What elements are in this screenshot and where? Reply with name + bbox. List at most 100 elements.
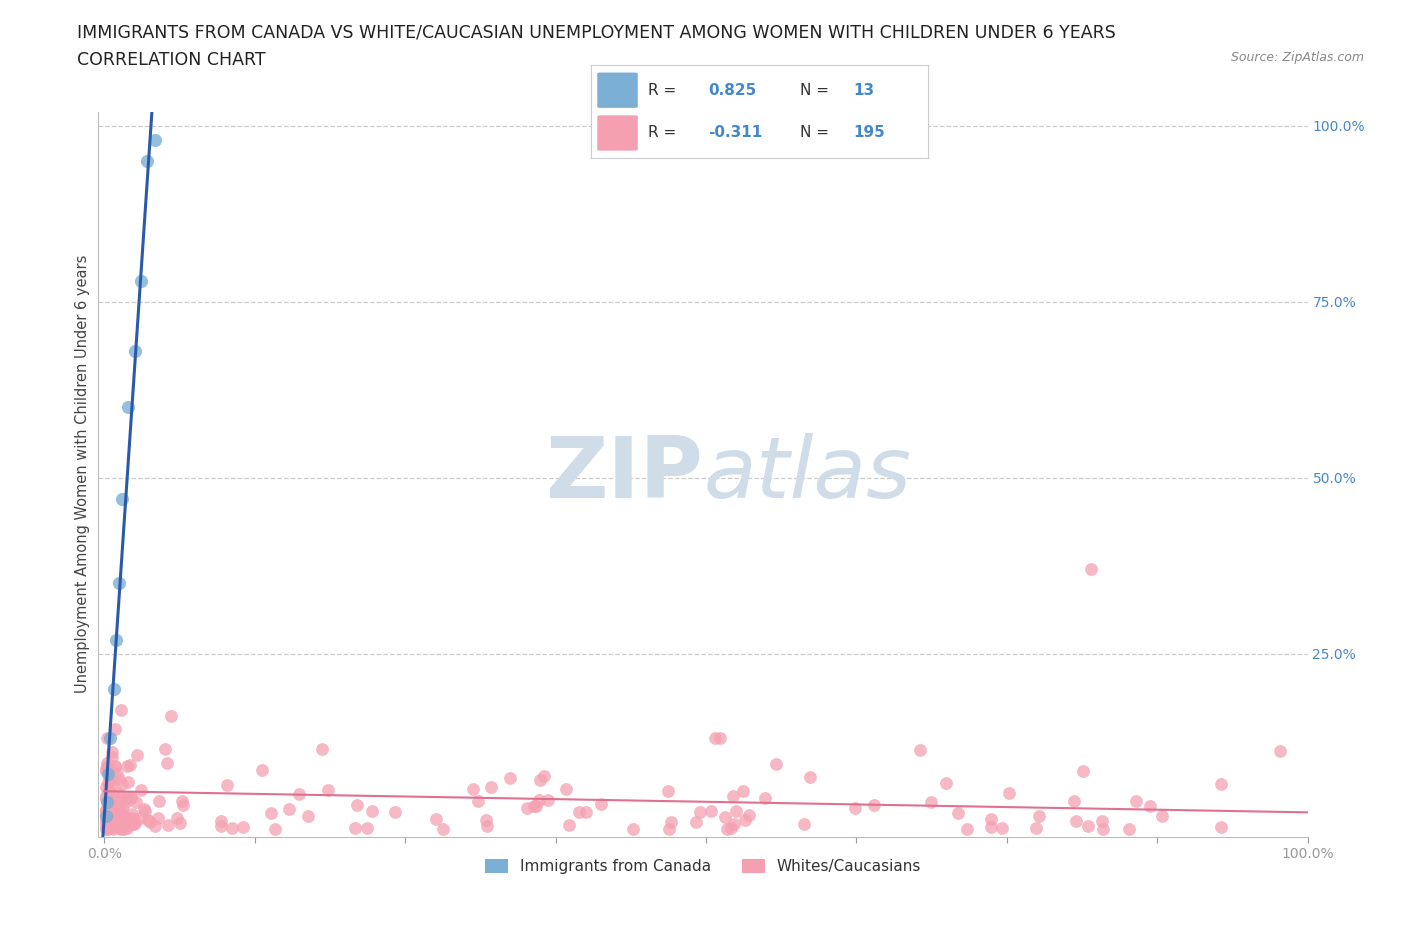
Point (1139, 798, 1161, 813)
Point (1125, 793, 1147, 808)
Point (209, 814, 232, 829)
Point (844, 801, 866, 816)
Point (536, 792, 558, 807)
Point (232, 819, 254, 834)
Point (524, 799, 547, 814)
Point (97, 776, 120, 790)
Point (100, 731, 122, 746)
Text: R =: R = (648, 126, 681, 140)
Point (499, 771, 522, 786)
Text: 13: 13 (853, 83, 875, 98)
Point (108, 794, 131, 809)
Point (96, 794, 118, 809)
Point (110, 816, 132, 830)
Text: atlas: atlas (703, 432, 911, 516)
Point (148, 794, 170, 809)
Point (863, 798, 886, 813)
Point (120, 758, 142, 773)
Point (156, 817, 179, 832)
Point (110, 803, 132, 817)
Point (515, 801, 537, 816)
Point (143, 818, 166, 833)
Point (948, 805, 970, 820)
Point (1080, 562, 1102, 577)
Point (754, 790, 776, 805)
Point (120, 790, 142, 804)
Text: N =: N = (800, 126, 834, 140)
Point (1091, 813, 1114, 828)
Point (143, 132, 166, 147)
Point (160, 709, 183, 724)
Point (555, 781, 578, 796)
Point (100, 792, 122, 807)
Point (621, 822, 644, 837)
Point (533, 768, 555, 783)
Point (1211, 777, 1233, 791)
Point (311, 741, 333, 756)
Point (908, 742, 931, 757)
Point (657, 783, 679, 798)
Point (94, 764, 117, 778)
Point (700, 804, 723, 818)
Point (799, 770, 821, 785)
Point (110, 703, 132, 718)
Point (96, 780, 118, 795)
Point (135, 153, 157, 168)
Point (101, 801, 124, 816)
Point (568, 804, 591, 819)
Point (100, 750, 122, 764)
Point (100, 786, 122, 801)
Point (689, 804, 711, 819)
Point (659, 815, 682, 830)
Point (124, 343, 146, 358)
Point (94, 803, 117, 817)
Point (101, 745, 124, 760)
Point (731, 783, 754, 798)
Point (94, 809, 117, 824)
Point (124, 816, 146, 830)
Point (1150, 809, 1173, 824)
Point (104, 815, 127, 830)
Legend: Immigrants from Canada, Whites/Caucasians: Immigrants from Canada, Whites/Caucasian… (478, 853, 928, 880)
Point (97, 775, 120, 790)
Point (723, 817, 745, 831)
Point (98, 794, 121, 809)
Point (96, 755, 118, 770)
Point (980, 819, 1002, 834)
Point (94, 791, 117, 806)
Point (107, 786, 129, 801)
Point (97, 822, 120, 837)
Point (129, 273, 152, 288)
Point (117, 400, 139, 415)
Point (110, 777, 132, 791)
Point (112, 821, 135, 836)
Point (990, 820, 1012, 835)
Point (146, 811, 169, 826)
Point (122, 812, 145, 827)
Point (956, 822, 979, 837)
Point (703, 731, 725, 746)
Point (136, 813, 159, 828)
Point (104, 722, 127, 737)
Point (107, 821, 129, 836)
Point (111, 800, 134, 815)
Point (475, 818, 498, 833)
Point (111, 790, 134, 804)
Point (115, 790, 138, 805)
Point (107, 767, 129, 782)
Text: 195: 195 (853, 126, 886, 140)
Point (259, 805, 281, 820)
Point (120, 815, 142, 830)
Text: IMMIGRANTS FROM CANADA VS WHITE/CAUCASIAN UNEMPLOYMENT AMONG WOMEN WITH CHILDREN: IMMIGRANTS FROM CANADA VS WHITE/CAUCASIA… (77, 23, 1116, 41)
Point (115, 793, 138, 808)
Point (105, 810, 128, 825)
Point (1028, 809, 1050, 824)
Point (101, 821, 124, 836)
Point (96, 812, 118, 827)
Point (96, 818, 118, 833)
Point (1092, 822, 1115, 837)
Point (172, 793, 194, 808)
Point (100, 777, 122, 791)
Point (125, 748, 148, 763)
Point (575, 804, 598, 819)
